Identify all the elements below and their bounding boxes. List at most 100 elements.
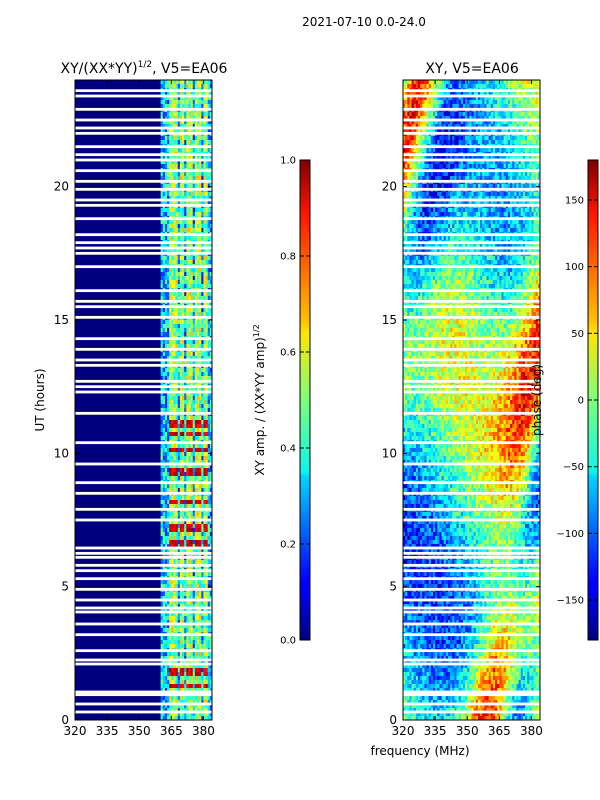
amplitude-cell (169, 324, 172, 329)
amplitude-cell (162, 320, 166, 325)
amplitude-cell (207, 504, 211, 509)
amplitude-cell (194, 672, 198, 677)
phase-cell (405, 84, 408, 89)
amplitude-cell (192, 512, 196, 517)
amplitude-cell (188, 428, 191, 433)
amplitude-cell (205, 656, 209, 661)
amplitude-cell (209, 220, 212, 225)
amplitude-cell (175, 716, 179, 720)
amplitude-cell (203, 560, 206, 565)
phase-cell (403, 92, 406, 97)
amplitude-cell (171, 388, 174, 393)
amplitude-cell (182, 292, 185, 297)
phase-cell (432, 92, 436, 97)
amplitude-cell (201, 544, 204, 549)
amplitude-cell (184, 376, 187, 381)
phase-cell (445, 120, 449, 125)
amplitude-cell (205, 224, 209, 229)
amplitude-cell (169, 220, 172, 225)
amplitude-cell (177, 112, 181, 117)
amplitude-cell (171, 600, 174, 605)
amplitude-cell (197, 408, 200, 413)
amplitude-cell (186, 664, 189, 669)
phase-cell (518, 104, 522, 109)
amplitude-cell (179, 424, 183, 429)
amplitude-cell (199, 244, 202, 249)
amplitude-cell (197, 212, 200, 217)
amplitude-cell (164, 536, 168, 541)
amplitude-cell (177, 220, 181, 225)
phase-cell (443, 104, 447, 109)
amplitude-cell (207, 156, 211, 161)
phase-cell (450, 120, 453, 125)
amplitude-cell (175, 368, 179, 373)
amplitude-cell (160, 236, 164, 241)
amplitude-cell (188, 544, 191, 549)
amplitude-cell (192, 656, 196, 661)
amplitude-cell (188, 112, 191, 117)
amplitude-cell (160, 220, 164, 225)
amplitude-cell (164, 260, 168, 265)
amplitude-cell (205, 488, 209, 493)
phase-cell (537, 104, 540, 109)
phase-cell (426, 120, 429, 125)
phase-cell (467, 92, 470, 97)
amplitude-cell (179, 452, 183, 457)
amplitude-cell (184, 540, 187, 545)
amplitude-cell (209, 608, 212, 613)
amplitude-cell (177, 432, 181, 437)
phase-cell (403, 80, 406, 85)
flagged-row (75, 153, 212, 157)
amplitude-cell (179, 360, 183, 365)
amplitude-cell (190, 452, 194, 457)
amplitude-cell (173, 120, 176, 125)
amplitude-cell (175, 656, 179, 661)
amplitude-cell (167, 504, 170, 509)
amplitude-cell (160, 156, 164, 161)
amplitude-cell (182, 428, 185, 433)
amplitude-cell (164, 696, 168, 701)
amplitude-cell (205, 92, 209, 97)
amplitude-cell (205, 332, 209, 337)
amplitude-cell (175, 516, 179, 521)
amplitude-cell (177, 424, 181, 429)
amplitude-cell (182, 672, 185, 677)
amplitude-cell (190, 596, 194, 601)
amplitude-cell (203, 652, 206, 657)
amplitude-cell (194, 376, 198, 381)
amplitude-cell (190, 688, 194, 693)
phase-cell (445, 84, 449, 89)
amplitude-cell (167, 124, 170, 129)
amplitude-cell (162, 104, 166, 109)
phase-cell (441, 124, 444, 129)
amplitude-cell (175, 192, 179, 197)
phase-cell (525, 128, 528, 133)
amplitude-cell (167, 540, 170, 545)
amplitude-cell (169, 476, 172, 481)
amplitude-cell (197, 308, 200, 313)
amplitude-cell (199, 584, 202, 589)
amplitude-cell (188, 688, 191, 693)
amplitude-cell (201, 684, 204, 689)
phase-cell (443, 80, 447, 85)
amplitude-cell (194, 476, 198, 481)
phase-cell (492, 120, 496, 125)
amplitude-cell (182, 248, 185, 253)
phase-cell (518, 116, 522, 121)
amplitude-cell (162, 116, 166, 121)
amplitude-cell (164, 656, 168, 661)
amplitude-cell (203, 644, 206, 649)
amplitude-cell (194, 136, 198, 141)
amplitude-cell (201, 516, 204, 521)
amplitude-cell (190, 220, 194, 225)
phase-cell (413, 124, 417, 129)
phase-cell (516, 112, 519, 117)
amplitude-cell (205, 592, 209, 597)
amplitude-cell (190, 116, 194, 121)
phase-cell (537, 120, 540, 125)
amplitude-cell (199, 120, 202, 125)
phase-cell (445, 104, 449, 109)
phase-cell (533, 92, 537, 97)
amplitude-cell (197, 696, 200, 701)
amplitude-cell (162, 296, 166, 301)
